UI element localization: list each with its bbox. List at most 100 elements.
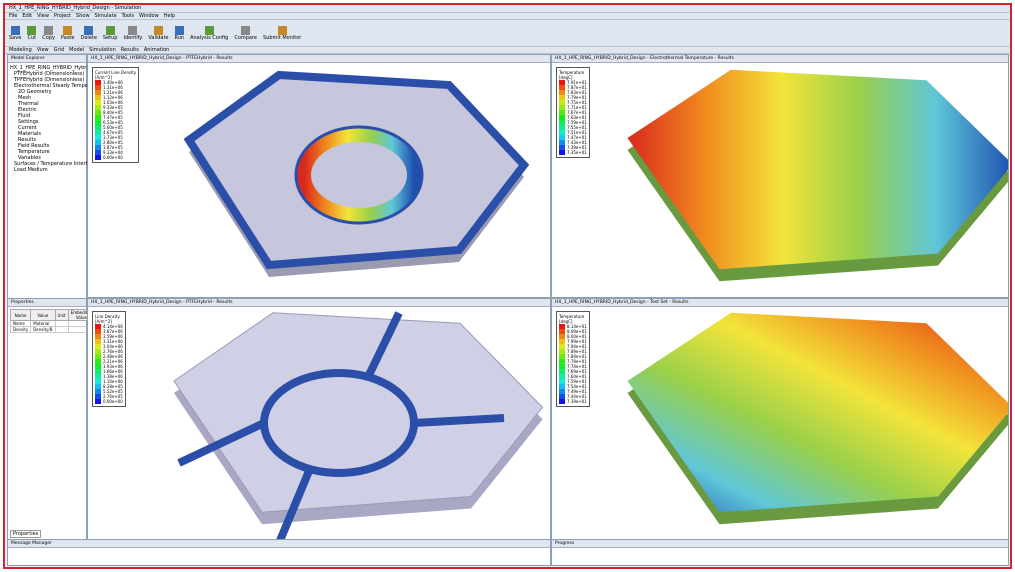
legend-row: 7.71e+01 (559, 105, 587, 110)
tab[interactable]: Model (69, 47, 85, 53)
tab[interactable]: Simulation (89, 47, 116, 53)
tree-item[interactable]: Load Medium (14, 167, 48, 173)
cell (54, 326, 69, 333)
tree-item[interactable]: Field Results (18, 143, 50, 149)
legend-swatch (559, 364, 565, 369)
viewport-canvas[interactable] (552, 63, 1010, 297)
legend-swatch (95, 354, 101, 359)
menu-item[interactable]: Project (53, 13, 72, 19)
tree-item[interactable]: Current (18, 125, 37, 131)
legend-row: 7.64e+01 (559, 374, 587, 379)
legend-value: 7.79e+01 (567, 359, 587, 364)
legend-row: 1.03e+06 (95, 100, 136, 105)
legend-swatch (559, 120, 565, 125)
toolbar-button[interactable]: Analysis Config (190, 25, 228, 41)
legend-row: 1.31e+06 (95, 85, 136, 90)
ring (297, 128, 421, 222)
viewport-canvas[interactable] (88, 63, 550, 297)
tree-item[interactable]: Temperature (18, 149, 50, 155)
legend-row: 5.60e+05 (95, 125, 136, 130)
legend-swatch (95, 394, 101, 399)
tab[interactable]: Animation (143, 47, 170, 53)
tree-item[interactable]: HX_1_HPE_RING_HYBRID_Hybrid_Design (10, 65, 111, 71)
tree-item[interactable]: Variables (18, 155, 41, 161)
menu-item[interactable]: Simulate (94, 13, 117, 19)
legend-row: 3.31e+06 (95, 339, 123, 344)
legend-value: 7.35e+01 (567, 150, 587, 155)
progress-panel: Progress (551, 539, 1009, 566)
tree-item[interactable]: Mesh (18, 95, 32, 101)
icon (105, 25, 115, 35)
legend-swatch (559, 334, 565, 339)
legend-row: 7.94e+01 (559, 344, 587, 349)
menu-item[interactable]: Show (76, 13, 90, 19)
menu-item[interactable]: Edit (22, 13, 33, 19)
toolbar-button[interactable]: Setup (103, 25, 117, 41)
tree-item[interactable]: Materials (18, 131, 41, 137)
menu-item[interactable]: Help (163, 13, 176, 19)
button-label: Compare (234, 34, 258, 41)
toolbar-button[interactable]: Run (175, 25, 184, 41)
legend-row: 1.10e+06 (95, 379, 123, 384)
legend-swatch (559, 399, 565, 404)
tab[interactable]: View (36, 47, 49, 53)
legend-row: 7.79e+01 (559, 95, 587, 100)
tree-item[interactable]: PTFEHybrid (Dimensionless) (14, 71, 85, 77)
toolbar-button[interactable]: Cut (27, 25, 37, 41)
viewport-canvas[interactable] (552, 307, 1010, 539)
legend-row: 1.38e+06 (95, 374, 123, 379)
legend-swatch (95, 359, 101, 364)
tree-item[interactable]: Electrothermal Steady Temperature (Coupl… (14, 83, 130, 89)
toolbar-button[interactable]: Copy (42, 25, 55, 41)
legend-value: 7.89e+01 (567, 349, 587, 354)
toolbar-button[interactable]: Paste (61, 25, 74, 41)
legend-swatch (95, 115, 101, 120)
legend-row: 5.52e+05 (95, 389, 123, 394)
title-bar: HX_1_HPE_RING_HYBRID_Hybrid_Design - Sim… (5, 5, 1010, 13)
tree-item[interactable]: TPFEHybrid (Dimensionless) (14, 77, 85, 83)
tree-item[interactable]: Results (18, 137, 37, 143)
legend-swatch (95, 110, 101, 115)
legend-row: 8.04e+01 (559, 334, 587, 339)
tree-item[interactable]: Settings (18, 119, 39, 125)
legend-title: Temperature (559, 314, 585, 319)
tab[interactable]: Results (120, 47, 139, 53)
legend-value: 8.28e+05 (103, 384, 123, 389)
tree-item[interactable]: Electric (18, 107, 37, 113)
tree-item[interactable]: Surfaces / Temperature Interface (14, 161, 97, 167)
toolbar-button[interactable]: Identify (123, 25, 142, 41)
legend-value: 7.87e+01 (567, 85, 587, 90)
tree-item[interactable]: 2D Geometry (18, 89, 52, 95)
legend-value: 7.79e+01 (567, 95, 587, 100)
legend-swatch (559, 145, 565, 150)
legend-row: 7.59e+01 (559, 379, 587, 384)
legend-swatch (95, 349, 101, 354)
legend-row: 1.93e+06 (95, 364, 123, 369)
legend-row: 2.21e+06 (95, 359, 123, 364)
tree-item[interactable]: Fluid (18, 113, 30, 119)
toolbar-button[interactable]: Delete (80, 25, 97, 41)
legend-swatch (95, 95, 101, 100)
legend-swatch (95, 150, 101, 155)
tab[interactable]: Properties (10, 530, 42, 538)
cell: Density (9, 326, 32, 333)
tree-item[interactable]: Thermal (18, 101, 39, 107)
toolbar-button[interactable]: Validate (148, 25, 169, 41)
legend-row: 7.49e+01 (559, 389, 587, 394)
legend-title: Line Density (95, 314, 120, 319)
viewport-canvas[interactable] (88, 307, 550, 545)
menu-item[interactable]: Window (138, 13, 159, 19)
menu-item[interactable]: Tools (121, 13, 134, 19)
legend-swatch (559, 100, 565, 105)
menu-item[interactable]: File (9, 13, 18, 19)
toolbar-button[interactable]: Save (9, 25, 21, 41)
toolbar-button[interactable]: Compare (234, 25, 258, 41)
toolbar-button[interactable]: Submit Monitor (263, 25, 301, 41)
tab[interactable]: Modeling (9, 47, 32, 53)
legend-title: Current Line Density (95, 70, 137, 75)
channel (365, 311, 403, 377)
tab[interactable]: Grid (53, 47, 65, 53)
menu-item[interactable]: View (37, 13, 49, 19)
icon (128, 25, 138, 35)
legend-unit: [degC] (559, 75, 573, 80)
